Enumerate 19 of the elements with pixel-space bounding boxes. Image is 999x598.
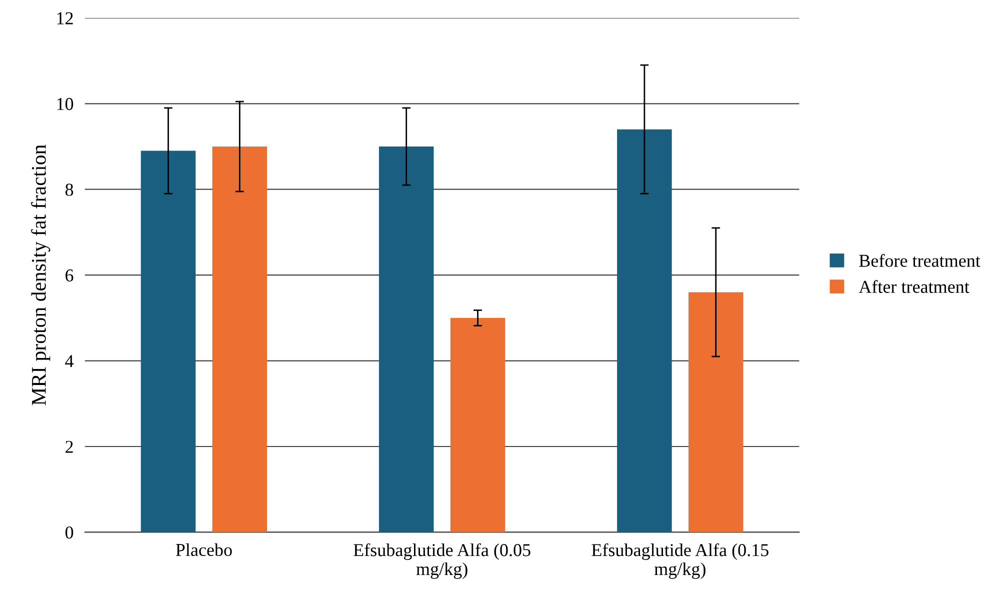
bar [450, 318, 506, 532]
bar [688, 292, 744, 532]
bar [212, 146, 268, 532]
y-tick-label: 0 [65, 526, 74, 539]
legend-label: After treatment [858, 280, 970, 293]
y-tick-label: 4 [65, 355, 74, 368]
x-tick-label: Efsubaglutide Alfa (0.15 mg/kg) [592, 543, 768, 579]
bar [378, 146, 434, 532]
y-tick-label: 8 [65, 184, 74, 196]
y-tick-label: 10 [57, 98, 74, 110]
legend-label: Before treatment [859, 254, 980, 267]
bar [140, 150, 196, 532]
y-axis-title: MRI proton density fat fraction [31, 144, 50, 406]
y-tick-label: 6 [66, 269, 74, 282]
y-tick-label: 12 [57, 12, 73, 24]
bar [617, 129, 672, 532]
x-tick-label: Efsubaglutide Alfa (0.05 mg/kg) [354, 543, 530, 579]
y-tick-label: 2 [66, 440, 73, 453]
x-tick-label: Placebo [176, 543, 232, 556]
